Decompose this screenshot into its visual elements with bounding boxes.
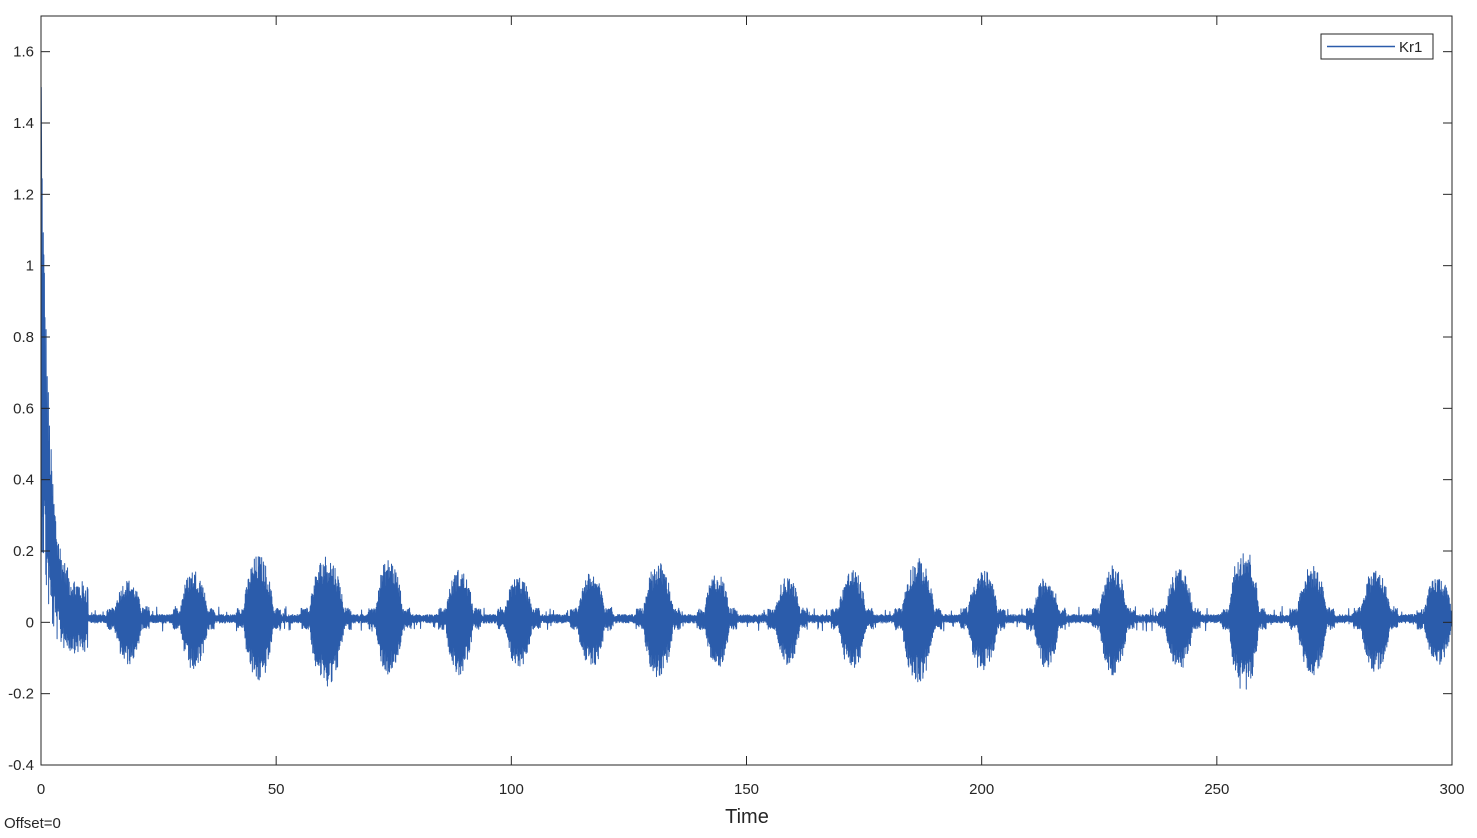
y-tick-label: -0.4 — [8, 757, 34, 774]
legend-label-kr1: Kr1 — [1399, 39, 1422, 56]
series-layer — [40, 86, 1453, 690]
x-tick-label: 300 — [1439, 781, 1464, 798]
x-axis-label: Time — [725, 806, 769, 828]
y-tick-label: 0.4 — [13, 472, 34, 489]
y-tick-label: 1.6 — [13, 44, 34, 61]
plot-area — [41, 16, 1452, 765]
x-axis: 0 50 100 150 200 250 300 — [37, 16, 1465, 798]
y-tick-label: -0.2 — [8, 686, 34, 703]
legend: Kr1 — [1320, 33, 1434, 60]
x-tick-label: 100 — [499, 781, 524, 798]
y-tick-label: 0.2 — [13, 543, 34, 560]
x-tick-label: 200 — [969, 781, 994, 798]
y-tick-label: 0.6 — [13, 400, 34, 417]
x-tick-label: 250 — [1204, 781, 1229, 798]
y-tick-label: 1 — [26, 258, 34, 275]
x-tick-label: 150 — [734, 781, 759, 798]
offset-note: Offset=0 — [4, 815, 61, 832]
y-tick-label: 1.2 — [13, 186, 34, 203]
series-line-kr1 — [40, 86, 1453, 690]
y-tick-label: 1.4 — [13, 115, 34, 132]
x-tick-label: 50 — [268, 781, 285, 798]
y-tick-label: 0 — [26, 614, 34, 631]
y-axis: -0.4 -0.2 0 0.2 0.4 0.6 0.8 1 1.2 1.4 1.6 — [8, 44, 1452, 774]
x-tick-label: 0 — [37, 781, 45, 798]
y-tick-label: 0.8 — [13, 329, 34, 346]
